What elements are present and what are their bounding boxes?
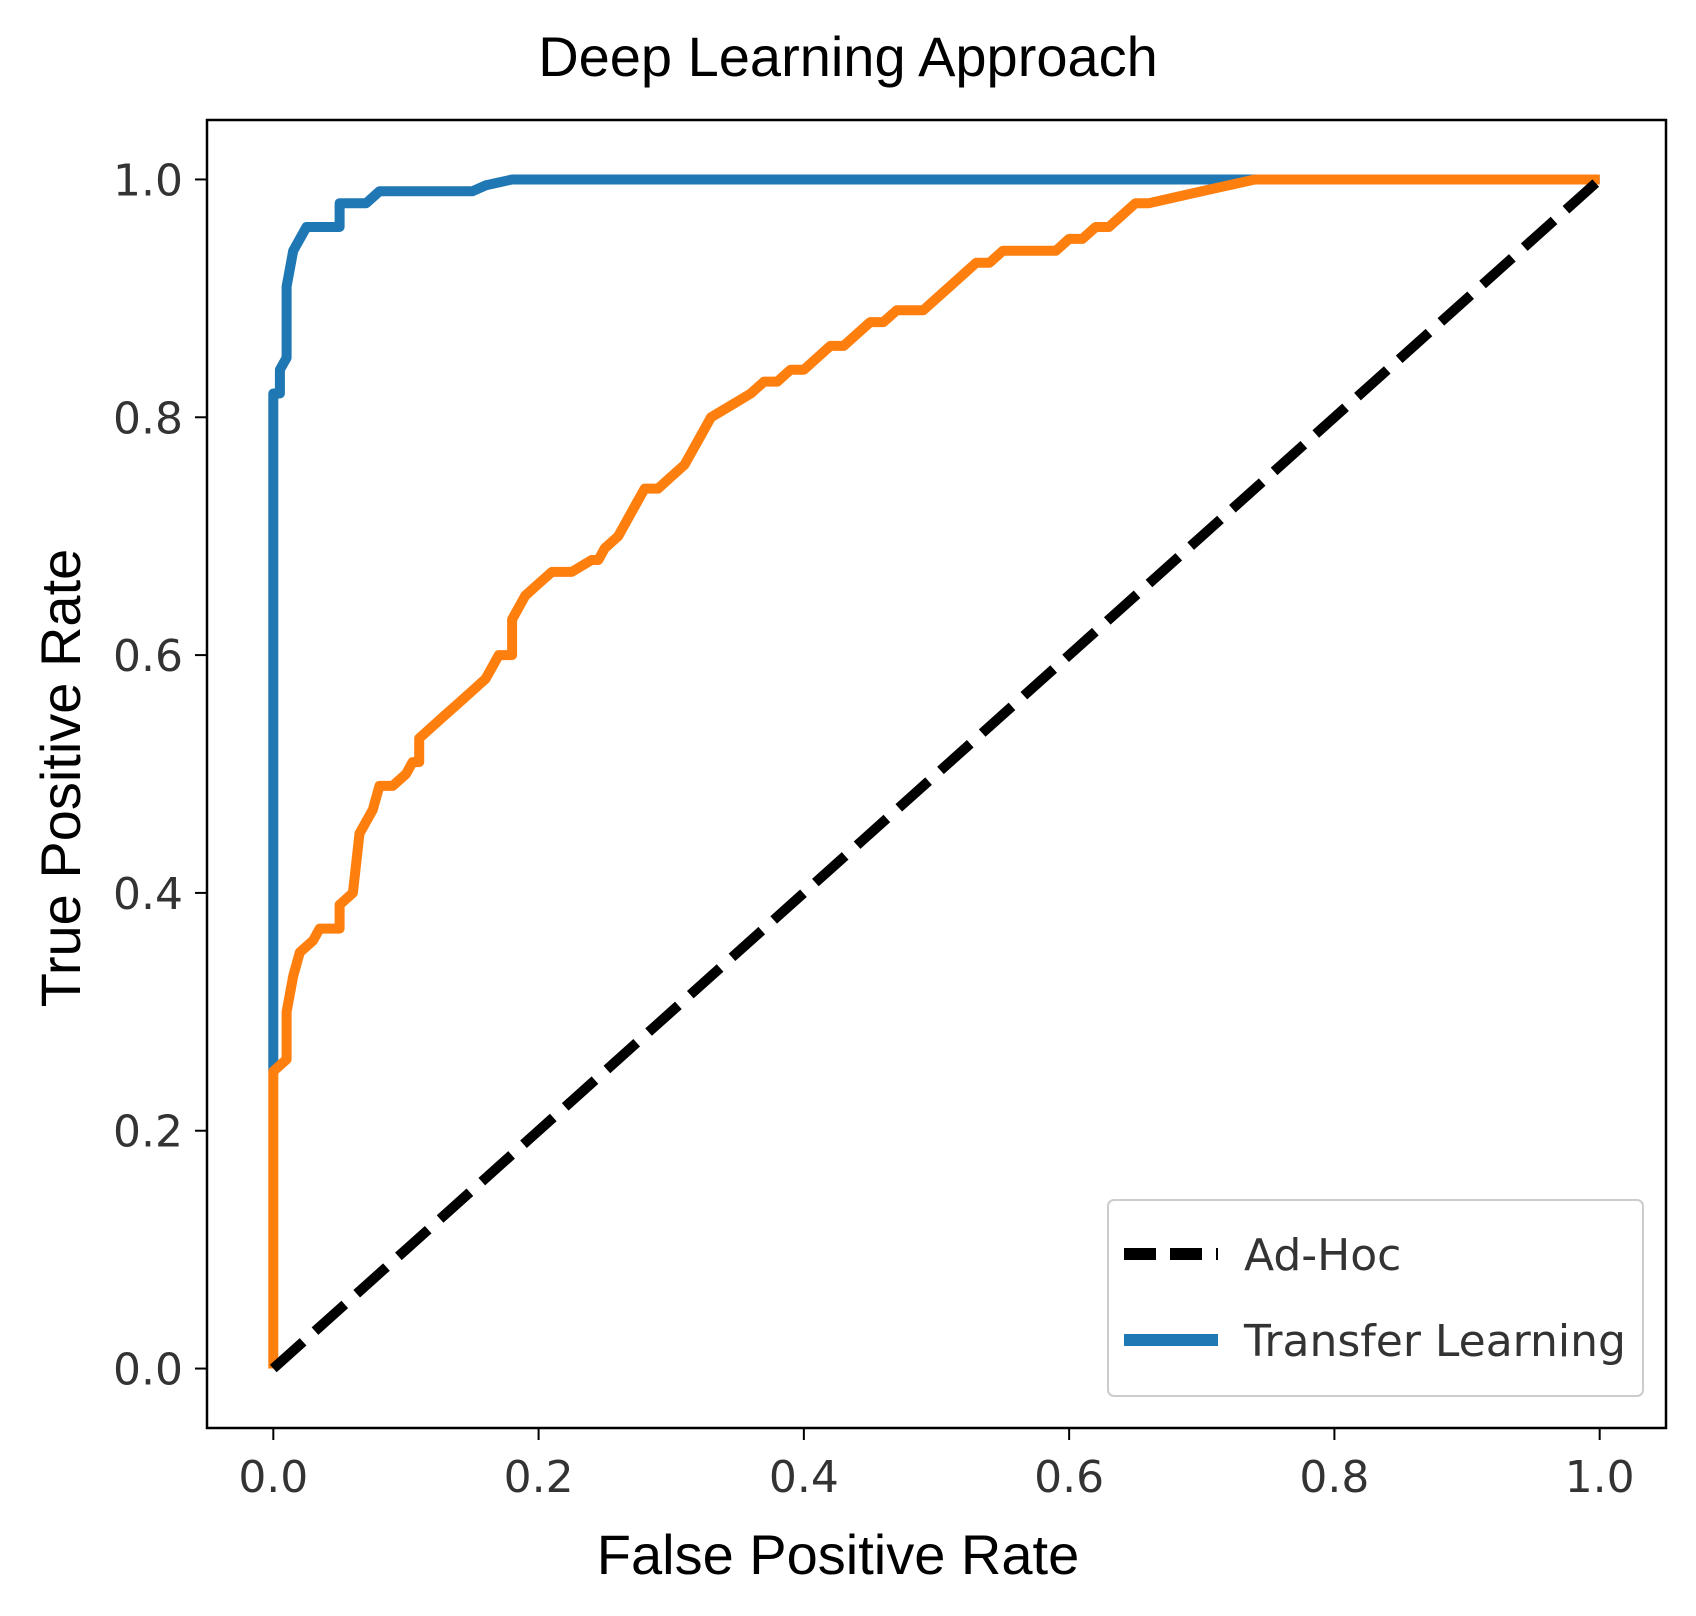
y-axis: 0.0 0.2 0.4 0.6 0.8 1.0: [113, 155, 207, 1396]
x-axis: 0.0 0.2 0.4 0.6 0.8 1.0: [238, 1428, 1635, 1503]
series-transfer-learning-line: [268, 174, 1600, 1072]
y-tick-label: 0.0: [113, 1345, 183, 1396]
x-tick-label: 0.6: [1034, 1452, 1104, 1503]
legend-label-ad-hoc: Ad-Hoc: [1244, 1230, 1401, 1281]
x-tick-label: 0.8: [1299, 1452, 1369, 1503]
legend: Ad-Hoc Transfer Learning: [1107, 1199, 1644, 1397]
legend-box: [1107, 1199, 1644, 1397]
plot-area: [205, 118, 1668, 1430]
y-tick-label: 0.2: [113, 1107, 183, 1158]
legend-label-transfer-learning: Transfer Learning: [1243, 1316, 1626, 1367]
series-ad-hoc-line: [269, 175, 1604, 1373]
x-tick-label: 0.0: [238, 1452, 308, 1503]
x-tick-label: 0.2: [504, 1452, 574, 1503]
y-tick-label: 1.0: [113, 155, 183, 206]
y-tick-label: 0.4: [113, 869, 183, 920]
y-axis-label: True Positive Rate: [29, 549, 92, 1008]
x-tick-label: 0.4: [769, 1452, 839, 1503]
plot-frame: [205, 118, 1668, 1430]
x-tick-label: 1.0: [1565, 1452, 1635, 1503]
x-axis-label: False Positive Rate: [597, 1523, 1079, 1586]
y-tick-label: 0.8: [113, 393, 183, 444]
chart-title: Deep Learning Approach: [538, 25, 1158, 88]
y-tick-label: 0.6: [113, 631, 183, 682]
series-orange-line: [268, 174, 1600, 1369]
